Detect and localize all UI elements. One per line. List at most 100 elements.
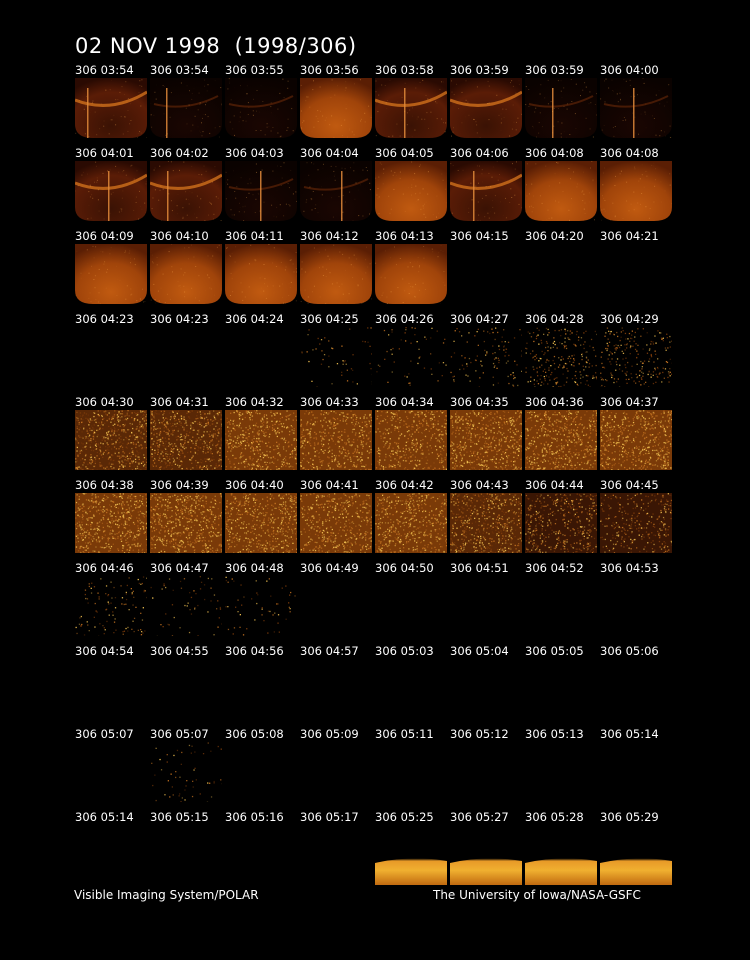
- frame-image: [600, 161, 672, 221]
- frame-timestamp: 306 03:55: [225, 63, 284, 77]
- frame-timestamp: 306 05:13: [525, 727, 584, 741]
- frame-image: [375, 825, 447, 885]
- frame-timestamp: 306 05:14: [600, 727, 659, 741]
- frame-image: [600, 78, 672, 138]
- frame-timestamp: 306 04:09: [75, 229, 134, 243]
- frame-timestamp: 306 05:16: [225, 810, 284, 824]
- frame-image: [600, 576, 672, 636]
- frame-timestamp: 306 05:28: [525, 810, 584, 824]
- frame-timestamp: 306 05:15: [150, 810, 209, 824]
- frame-timestamp: 306 05:08: [225, 727, 284, 741]
- frame-image: [525, 742, 597, 802]
- frame-timestamp: 306 05:07: [75, 727, 134, 741]
- frame-image: [600, 327, 672, 387]
- frame-image: [450, 78, 522, 138]
- frame-image: [525, 161, 597, 221]
- frame-image: [150, 659, 222, 719]
- frame-image: [300, 825, 372, 885]
- frame-timestamp: 306 04:24: [225, 312, 284, 326]
- frame-timestamp: 306 04:25: [300, 312, 359, 326]
- frame-image: [525, 244, 597, 304]
- frame-image: [150, 742, 222, 802]
- frame-image: [600, 742, 672, 802]
- frame-image: [300, 78, 372, 138]
- frame-image: [600, 244, 672, 304]
- frame-image: [75, 78, 147, 138]
- frame-timestamp: 306 04:29: [600, 312, 659, 326]
- frame-timestamp: 306 04:30: [75, 395, 134, 409]
- frame-timestamp: 306 04:50: [375, 561, 434, 575]
- frame-image: [600, 659, 672, 719]
- frame-timestamp: 306 04:52: [525, 561, 584, 575]
- frame-image: [75, 327, 147, 387]
- frame-image: [450, 825, 522, 885]
- frame-timestamp: 306 04:57: [300, 644, 359, 658]
- frame-image: [600, 410, 672, 470]
- frame-timestamp: 306 04:35: [450, 395, 509, 409]
- frame-timestamp: 306 04:39: [150, 478, 209, 492]
- frame-image: [150, 78, 222, 138]
- frame-image: [450, 161, 522, 221]
- frame-image: [300, 659, 372, 719]
- frame-timestamp: 306 04:20: [525, 229, 584, 243]
- frame-timestamp: 306 05:06: [600, 644, 659, 658]
- frame-image: [225, 493, 297, 553]
- frame-image: [150, 825, 222, 885]
- frame-image: [225, 825, 297, 885]
- frame-timestamp: 306 04:10: [150, 229, 209, 243]
- frame-image: [150, 244, 222, 304]
- frame-image: [150, 493, 222, 553]
- frame-image: [75, 410, 147, 470]
- frame-timestamp: 306 03:54: [150, 63, 209, 77]
- frame-image: [75, 244, 147, 304]
- frame-image: [525, 659, 597, 719]
- frame-image: [375, 659, 447, 719]
- frame-timestamp: 306 05:09: [300, 727, 359, 741]
- footer-instrument-credit: Visible Imaging System/POLAR: [74, 888, 259, 902]
- frame-image: [75, 576, 147, 636]
- frame-image: [600, 493, 672, 553]
- frame-image: [450, 576, 522, 636]
- frame-timestamp: 306 04:45: [600, 478, 659, 492]
- frame-timestamp: 306 04:12: [300, 229, 359, 243]
- frame-timestamp: 306 03:58: [375, 63, 434, 77]
- frame-timestamp: 306 05:03: [375, 644, 434, 658]
- frame-image: [375, 493, 447, 553]
- frame-timestamp: 306 04:15: [450, 229, 509, 243]
- frame-image: [525, 825, 597, 885]
- frame-image: [75, 493, 147, 553]
- frame-timestamp: 306 05:29: [600, 810, 659, 824]
- frame-image: [300, 742, 372, 802]
- frame-image: [225, 78, 297, 138]
- frame-timestamp: 306 05:05: [525, 644, 584, 658]
- frame-timestamp: 306 04:28: [525, 312, 584, 326]
- frame-timestamp: 306 04:23: [75, 312, 134, 326]
- footer-institution-credit: The University of Iowa/NASA-GSFC: [433, 888, 641, 902]
- frame-timestamp: 306 05:25: [375, 810, 434, 824]
- frame-timestamp: 306 04:55: [150, 644, 209, 658]
- frame-timestamp: 306 04:26: [375, 312, 434, 326]
- frame-timestamp: 306 05:27: [450, 810, 509, 824]
- frame-timestamp: 306 04:34: [375, 395, 434, 409]
- frame-timestamp: 306 05:14: [75, 810, 134, 824]
- frame-image: [600, 825, 672, 885]
- frame-timestamp: 306 04:53: [600, 561, 659, 575]
- frame-image: [225, 410, 297, 470]
- frame-image: [300, 327, 372, 387]
- frame-timestamp: 306 04:51: [450, 561, 509, 575]
- frame-image: [375, 244, 447, 304]
- frame-timestamp: 306 04:31: [150, 395, 209, 409]
- frame-image: [525, 493, 597, 553]
- frame-timestamp: 306 04:21: [600, 229, 659, 243]
- frame-timestamp: 306 03:59: [450, 63, 509, 77]
- frame-image: [450, 410, 522, 470]
- frame-timestamp: 306 05:04: [450, 644, 509, 658]
- frame-timestamp: 306 03:54: [75, 63, 134, 77]
- frame-timestamp: 306 04:47: [150, 561, 209, 575]
- frame-timestamp: 306 04:32: [225, 395, 284, 409]
- frame-timestamp: 306 04:01: [75, 146, 134, 160]
- frame-image: [225, 576, 297, 636]
- frame-image: [225, 742, 297, 802]
- frame-timestamp: 306 04:44: [525, 478, 584, 492]
- frame-image: [225, 327, 297, 387]
